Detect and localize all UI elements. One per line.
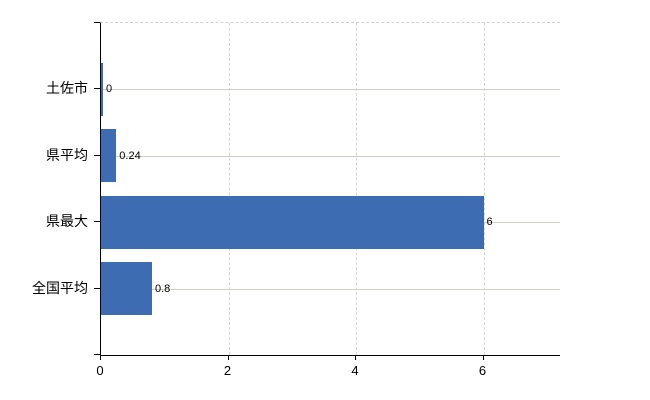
y-axis-tick [94, 88, 100, 90]
category-label: 県平均 [46, 146, 88, 163]
category-label: 県最大 [46, 213, 88, 230]
bar-value-label: 6 [486, 216, 493, 229]
gridline-horizontal [101, 155, 560, 157]
y-axis-end-tick [94, 22, 100, 23]
gridline-horizontal [101, 288, 560, 290]
x-tick-label: 6 [478, 363, 487, 378]
x-tick-label: 4 [351, 363, 359, 378]
bar[interactable] [101, 195, 484, 249]
x-tick-label: 2 [223, 363, 232, 378]
y-axis-tick [94, 287, 100, 289]
y-axis-tick [94, 221, 100, 223]
gridline-vertical [228, 23, 230, 355]
x-tick-label: 0 [96, 363, 104, 378]
gridline-vertical [483, 23, 485, 355]
plot-area: 0 0.24 6 0.8 [100, 22, 560, 356]
y-axis-end-tick [94, 354, 100, 355]
bar[interactable] [101, 129, 117, 183]
bar[interactable] [101, 62, 103, 116]
bar-value-label: 0 [106, 83, 113, 96]
y-axis-tick [94, 154, 100, 156]
gridline-vertical [356, 23, 357, 355]
x-axis-tick [482, 355, 484, 360]
gridline-horizontal [101, 89, 560, 91]
bar[interactable] [101, 262, 152, 316]
x-axis-tick [227, 355, 229, 360]
x-axis-tick [355, 355, 356, 360]
category-label: 全国平均 [32, 279, 88, 296]
bar-value-label: 0.8 [155, 282, 171, 295]
category-label: 土佐市 [46, 80, 88, 97]
bar-value-label: 0.24 [119, 149, 141, 162]
x-axis-tick [100, 355, 101, 360]
